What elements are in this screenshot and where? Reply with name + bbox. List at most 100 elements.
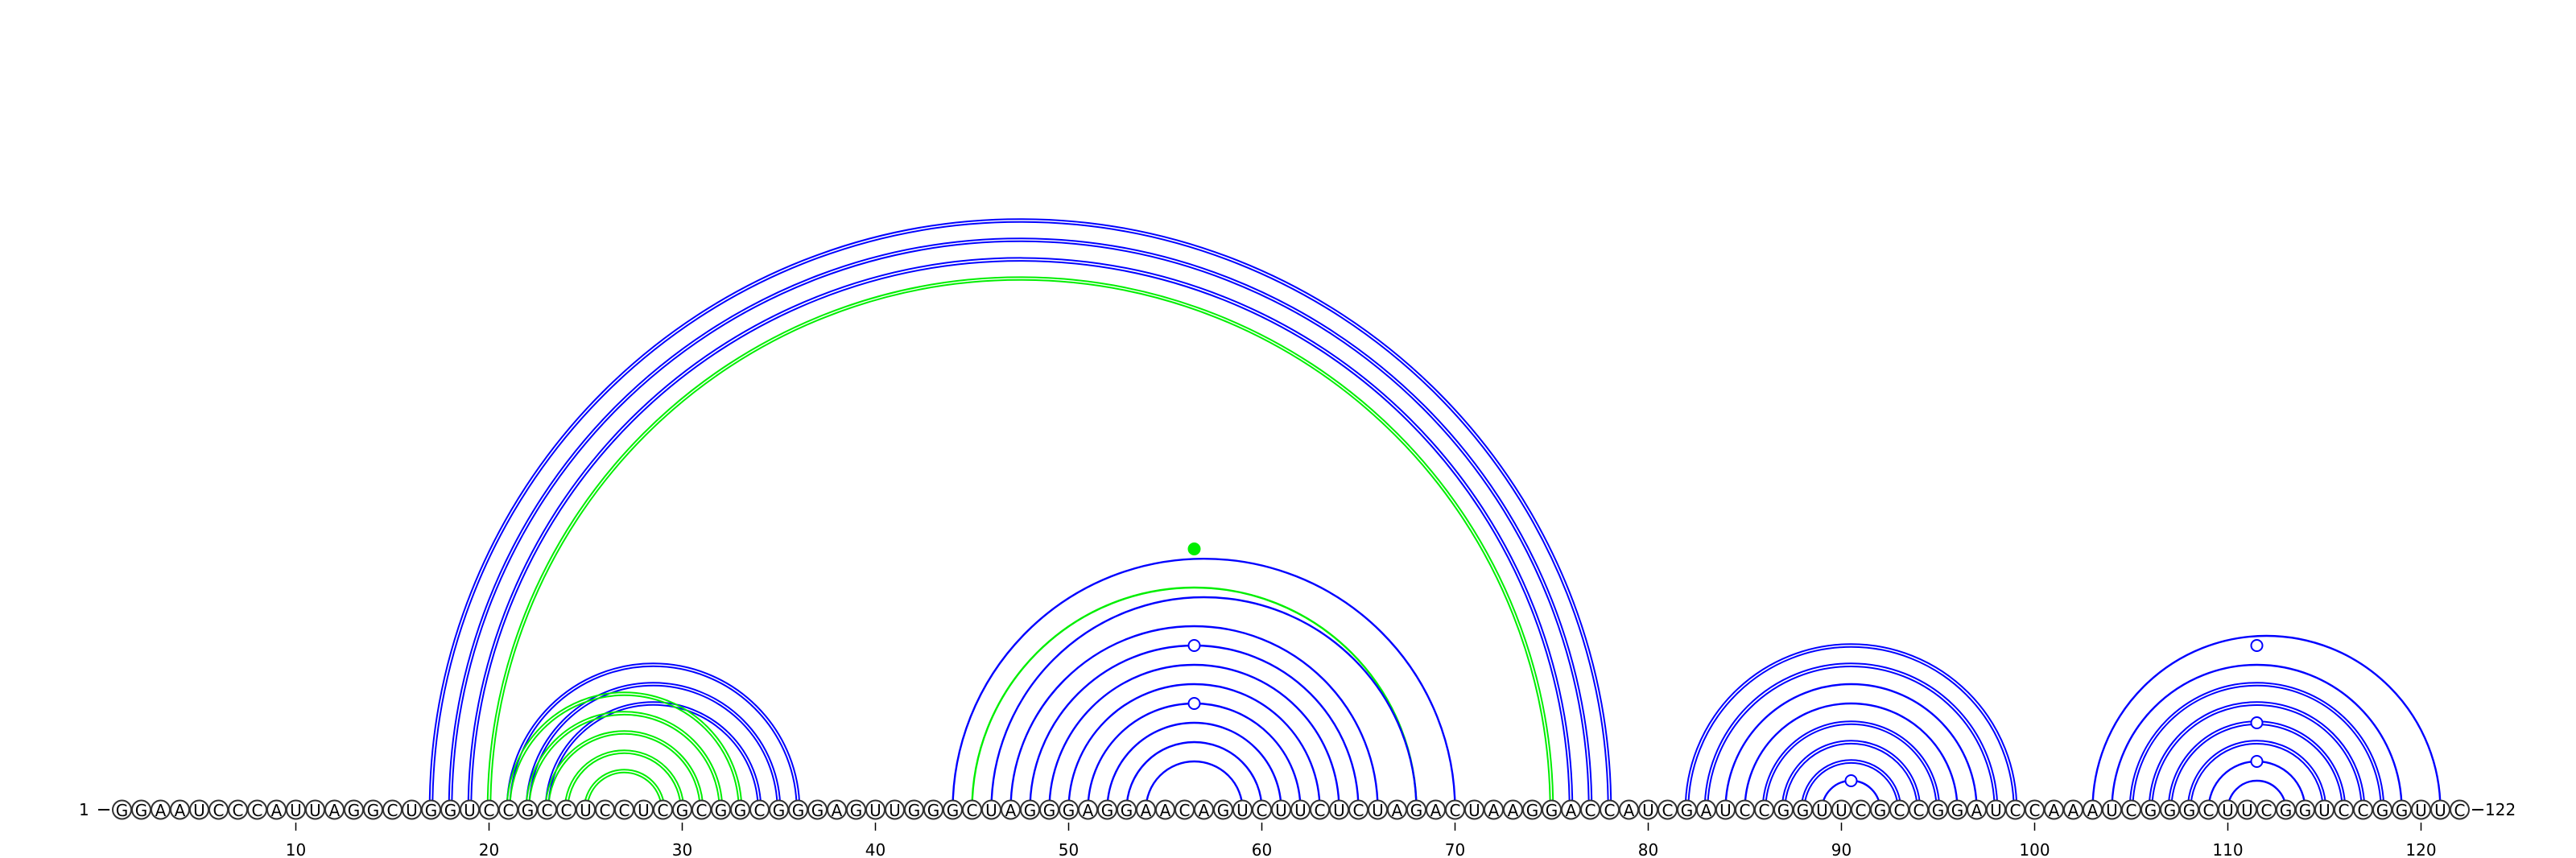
base-pair-arc-25-29-strand-1 [586,771,663,811]
nucleotide-24: C [556,799,576,820]
nucleotide-62: U [1290,799,1311,820]
nucleotide-81: C [1657,799,1678,820]
nucleotide-106: G [2140,799,2161,820]
nucleotide-letter: U [2222,801,2234,820]
nucleotide-letter: C [1585,801,1596,820]
base-pair-arc-108-115-strand-1 [2190,742,2324,811]
nucleotide-letter: C [658,801,669,820]
nucleotide-43: G [923,799,943,820]
base-pair-arc-108-115-strand-2 [2186,740,2327,811]
nucleotide-letter: A [175,801,186,820]
nucleotide-3: A [151,799,171,820]
nucleotide-letter: A [155,801,167,820]
nucleotide-117: C [2353,799,2373,820]
nucleotide-letter: A [2087,801,2099,820]
nucleotide-letter: G [1777,801,1790,820]
arc-marker-7 [2250,755,2264,768]
base-pair-arc-21-33-strand-1 [509,694,740,811]
base-pair-arc-86-95-strand-2 [1761,720,1941,811]
nucleotide-letter: U [406,801,418,820]
base-pair-arc-105-118-strand-1 [2132,684,2382,811]
nucleotide-41: U [885,799,905,820]
nucleotide-letter: C [213,801,225,820]
position-axis: 10 20 30 40 50 60 70 80 90 100 110 120 [286,823,2437,858]
nucleotide-letter: U [2434,801,2446,820]
base-pair-arc-21-36-strand-2 [506,662,801,811]
nucleotide-letter: U [869,801,881,820]
nucleotide-letter: G [1121,801,1133,820]
nucleotide-letter: U [464,801,476,820]
nucleotide-76: A [1561,799,1581,820]
nucleotide-letter: C [503,801,514,820]
tick-label-30: 30 [672,840,692,858]
nucleotide-letter: A [1488,801,1500,820]
base-pair-arc-23-34-strand-2 [544,701,762,811]
nucleotide-letter: G [1217,801,1230,820]
nucleotide-97: A [1967,799,1987,820]
base-pair-arc-54-59 [1145,760,1244,811]
nucleotide-48: G [1020,799,1040,820]
nucleotide-108: G [2179,799,2199,820]
nucleotide-71: U [1464,799,1484,820]
base-pair-arc-86-95-strand-1 [1765,723,1938,811]
nucleotide-87: G [1773,799,1794,820]
nucleotide-23: C [537,799,557,820]
nucleotide-letter: G [444,801,457,820]
nucleotide-95: G [1928,799,1948,820]
nucleotide-17: G [421,799,441,820]
nucleotide-letter: G [135,801,148,820]
nucleotide-82: G [1677,799,1697,820]
nucleotide-letter: C [1740,801,1751,820]
tick-label-40: 40 [865,840,886,858]
nucleotide-91: C [1851,799,1871,820]
tick-label-100: 100 [2019,840,2050,858]
nucleotide-letter: G [1681,801,1694,820]
base-pair-arc-106-117-strand-2 [2148,701,2366,811]
nucleotide-115: U [2314,799,2334,820]
nucleotide-letter: G [2145,801,2157,820]
base-pair-arc-85-96 [1744,702,1959,811]
nucleotide-89: U [1812,799,1832,820]
nucleotide-12: A [324,799,345,820]
nucleotide-56: C [1174,799,1195,820]
nucleotide-11: U [305,799,325,820]
nucleotide-letter: G [734,801,747,820]
nucleotide-94: C [1909,799,1929,820]
nucleotide-letter: A [1199,801,1210,820]
nucleotide-96: G [1947,799,1967,820]
nucleotide-letter: C [1450,801,1461,820]
base-pair-arc-18-77-strand-1 [451,240,1590,811]
base-pair-arc-88-93-strand-1 [1803,761,1899,811]
nucleotide-letter: C [1257,801,1268,820]
nucleotide-101: A [2044,799,2064,820]
nucleotide-letter: U [1275,801,1287,820]
tick-label-120: 120 [2405,840,2436,858]
base-pair-arc-82-99-strand-2 [1684,643,2018,811]
nucleotide-77: C [1580,799,1600,820]
nucleotide-letter: G [2376,801,2389,820]
tick-label-50: 50 [1059,840,1079,858]
nucleotide-50: G [1059,799,1079,820]
nucleotide-letter: U [309,801,321,820]
nucleotide-102: A [2063,799,2083,820]
nucleotide-letter: G [676,801,689,820]
nucleotide-letter: C [696,801,708,820]
nucleotide-21: C [498,799,518,820]
nucleotide-28: U [634,799,654,820]
base-pair-arc-104-119 [2111,663,2403,811]
base-pair-arc-83-98-strand-2 [1703,662,1999,811]
base-pair-arc-53-60 [1125,740,1263,811]
base-pair-arc-84-97 [1724,683,1978,811]
nucleotide-letter: G [2396,801,2409,820]
nucleotide-letter: G [1951,801,1964,820]
nucleotide-letter: A [329,801,341,820]
nucleotide-30: G [672,799,692,820]
nucleotide-63: C [1310,799,1330,820]
nucleotide-letter: C [484,801,495,820]
nucleotide-20: C [479,799,499,820]
base-pair-arc-19-76-strand-2 [467,257,1574,811]
tick-label-80: 80 [1638,840,1658,858]
nucleotide-letter: G [773,801,786,820]
nucleotide-15: C [382,799,402,820]
nucleotide-letter: U [638,801,650,820]
